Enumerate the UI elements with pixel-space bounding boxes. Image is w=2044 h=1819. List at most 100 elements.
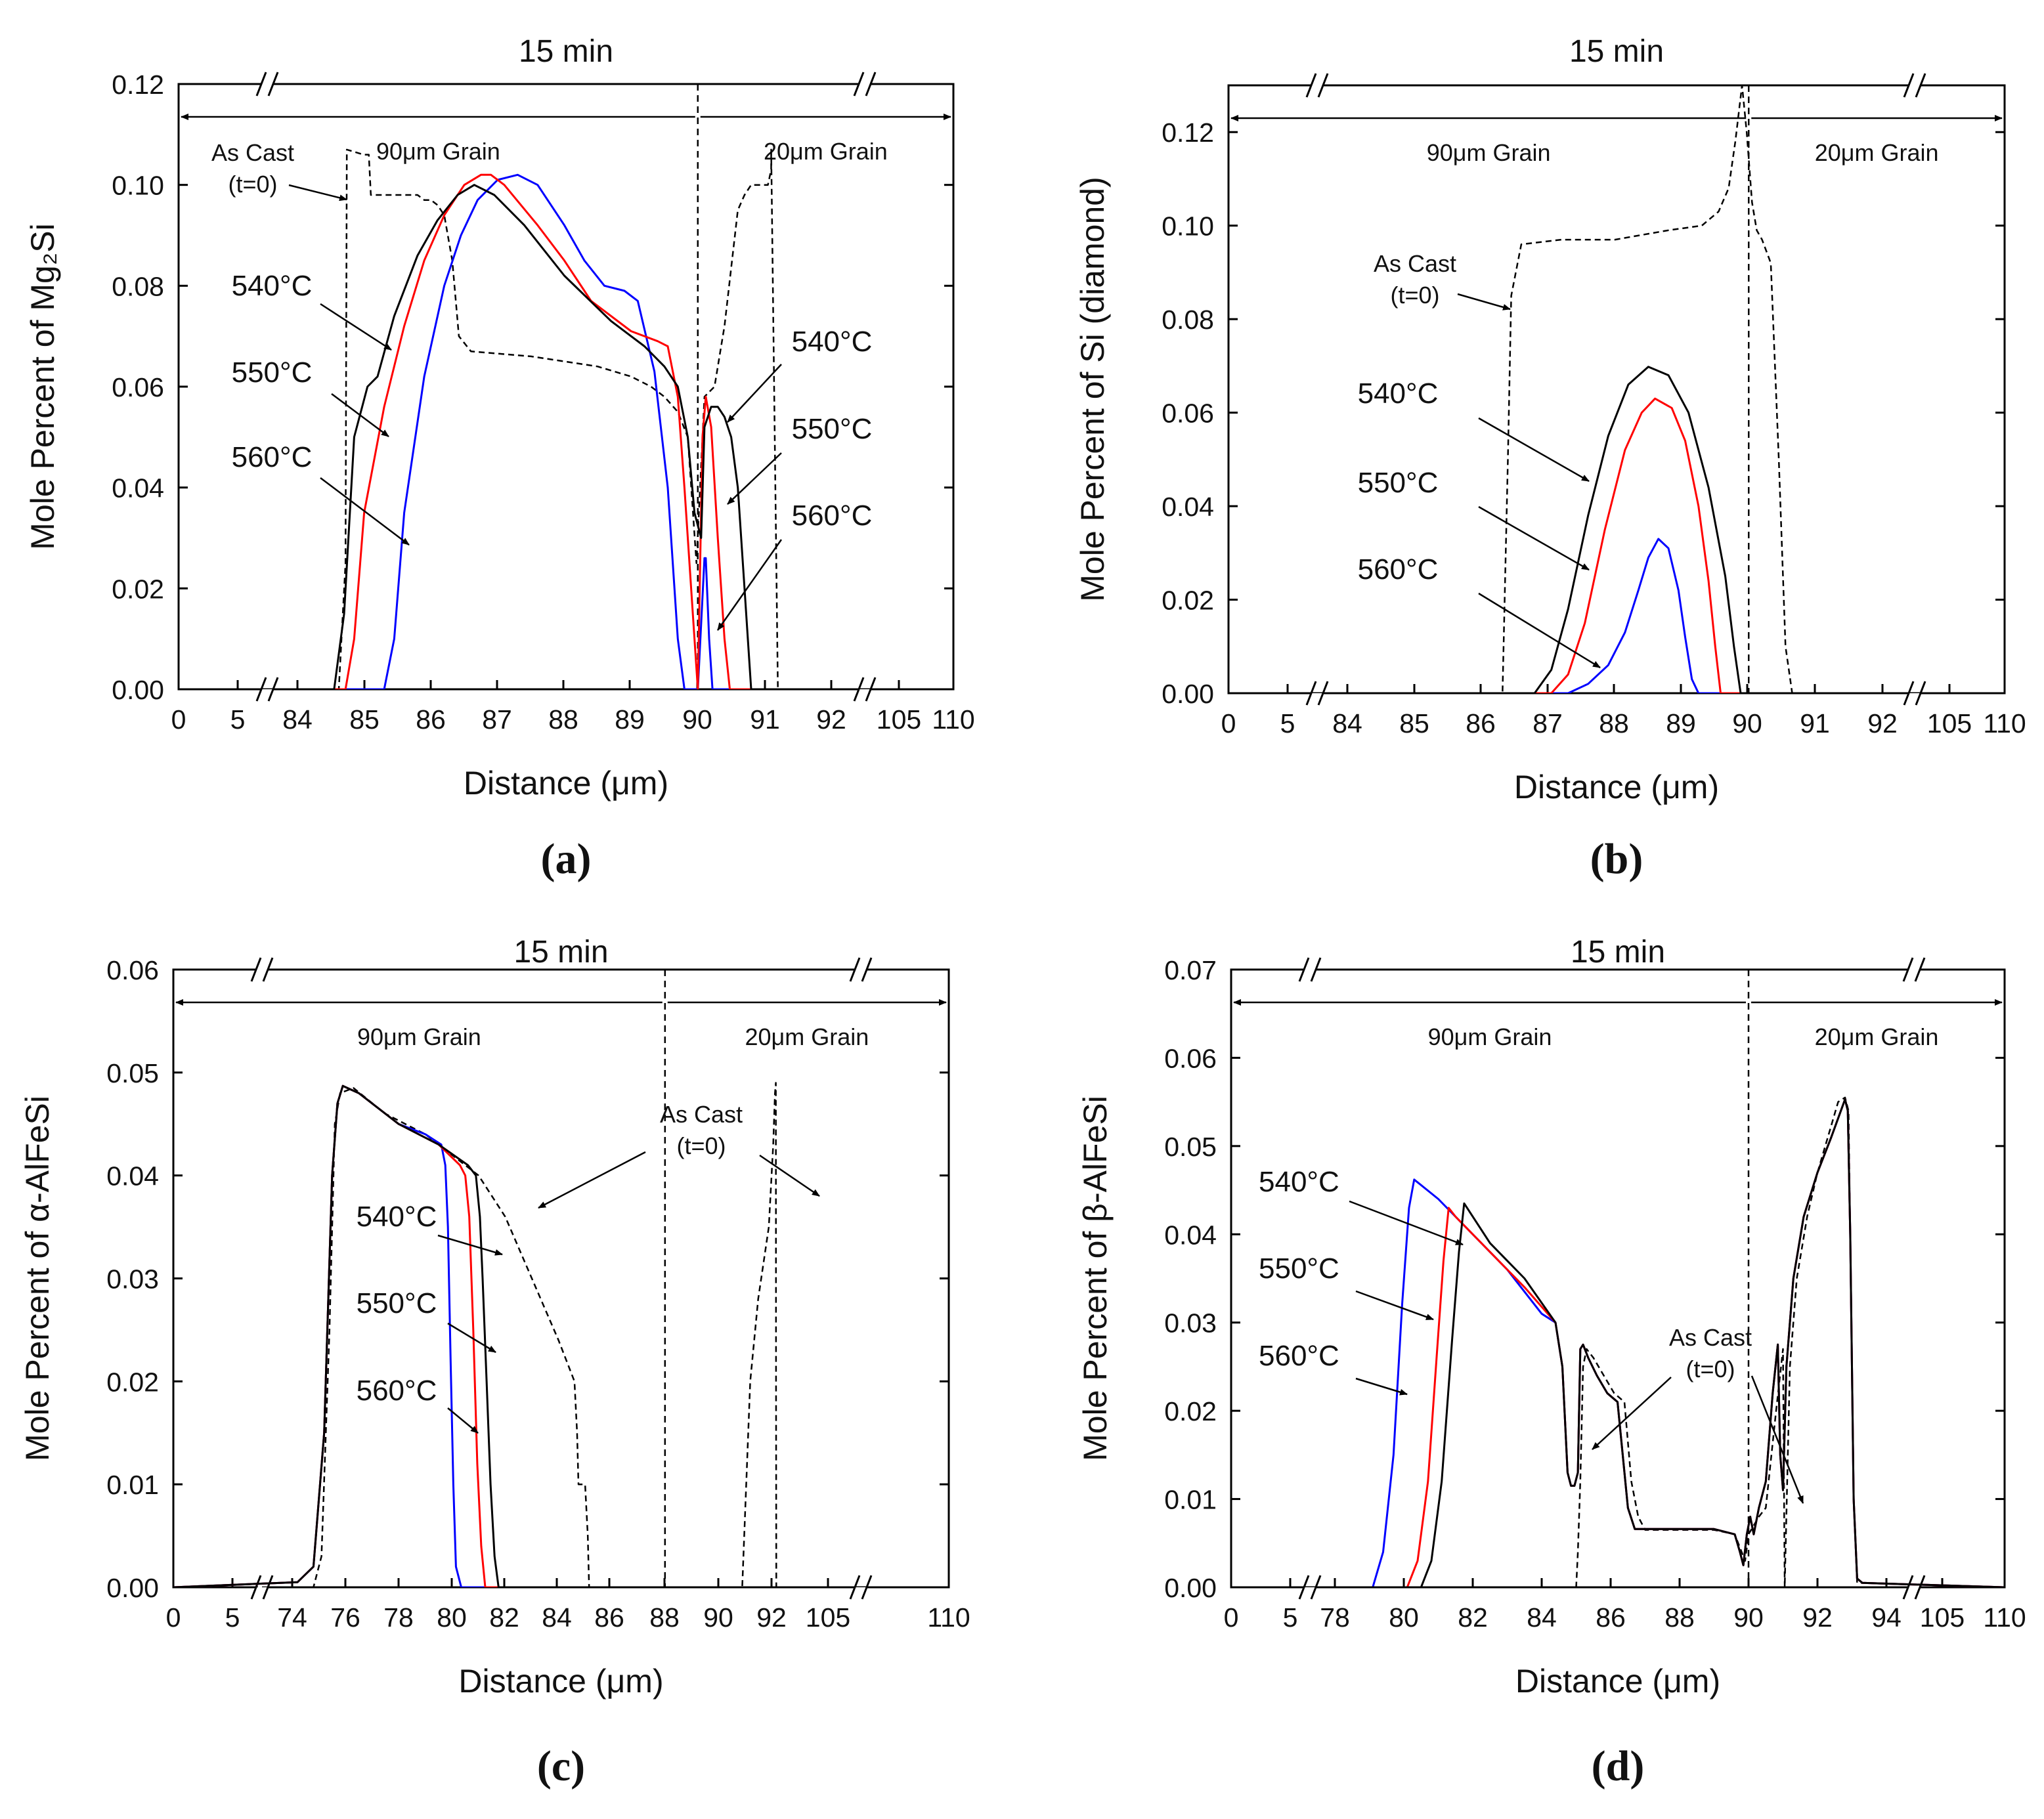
y-tick-label: 0.06 — [106, 955, 159, 985]
y-axis-label: Mole Percent of Si (diamond) — [1074, 177, 1111, 602]
series-line-560c — [173, 1084, 949, 1587]
as-cast-arrow — [1592, 1377, 1672, 1450]
chart-title: 15 min — [1569, 34, 1664, 69]
series-line-550c — [1231, 1098, 2005, 1587]
axis-break-mark — [861, 957, 873, 982]
x-tick-label: 84 — [1527, 1602, 1557, 1633]
as-cast-arrow-2 — [759, 1154, 820, 1197]
y-tick-label: 0.02 — [112, 574, 164, 604]
x-tick-label: 110 — [927, 1602, 970, 1633]
y-tick-label: 0.05 — [1164, 1132, 1217, 1162]
x-tick-label: 94 — [1871, 1602, 1902, 1633]
temp-label-0: 540°C — [357, 1201, 437, 1233]
temp-arrow-2 — [1478, 592, 1601, 669]
panel-caption: (b) — [1590, 835, 1643, 883]
x-tick-label: 91 — [750, 704, 780, 735]
chart-panel-c: 15 min 0.00 0.01 0.02 0.03 0.04 0.05 0.06 0 5 74 76… — [19, 935, 970, 1790]
y-tick-label: 0.12 — [1162, 118, 1214, 148]
series-line-as-cast — [1231, 1096, 2005, 1587]
x-tick-label: 84 — [282, 704, 313, 735]
temp-arrow-2 — [1355, 1377, 1408, 1396]
x-tick-label: 0 — [171, 704, 186, 735]
axis-break-gap — [1909, 81, 1921, 89]
temp-arrow-1 — [331, 393, 389, 438]
temp-arrow-0 — [320, 303, 392, 351]
y-tick-label: 0.10 — [1162, 211, 1214, 242]
x-tick-label: 88 — [1599, 708, 1629, 738]
panel-caption: (d) — [1592, 1742, 1645, 1790]
as-cast-label: As Cast — [1669, 1324, 1752, 1351]
x-tick-label: 105 — [1927, 708, 1972, 738]
x-tick-label: 87 — [1533, 708, 1563, 738]
temp-arrow-0 — [1349, 1200, 1464, 1246]
x-tick-label: 88 — [1664, 1602, 1695, 1633]
x-tick-label: 92 — [1802, 1602, 1833, 1633]
grain-label-20um: 20μm Grain — [1815, 1023, 1939, 1050]
y-axis-label: Mole Percent of Mg₂Si — [24, 223, 61, 549]
x-tick-label: 90 — [703, 1602, 733, 1633]
temp-label-2: 560°C — [232, 441, 313, 473]
temp-label-right-0: 540°C — [792, 326, 873, 358]
temp-label-1: 550°C — [1259, 1252, 1339, 1285]
x-tick-label: 0 — [1224, 1602, 1239, 1633]
axis-break-mark — [1914, 957, 1926, 982]
x-tick-label: 82 — [489, 1602, 519, 1633]
y-tick-label: 0.06 — [112, 372, 164, 402]
y-axis-label: Mole Percent of α-AlFeSi — [19, 1096, 56, 1461]
x-tick-label: 86 — [1596, 1602, 1626, 1633]
x-tick-label: 90 — [1733, 1602, 1764, 1633]
grain-label-20um: 20μm Grain — [764, 138, 888, 165]
x-tick-label: 78 — [1320, 1602, 1350, 1633]
chart-panel-b: 15 min 0.00 0.02 0.04 0.06 0.08 0.10 0.12 0 5 84 85… — [1074, 34, 2026, 883]
temp-arrow-right-0 — [727, 364, 782, 423]
temp-label-0: 540°C — [1259, 1166, 1339, 1198]
as-cast-label: As Cast — [1374, 250, 1456, 277]
series-line-540c — [1229, 366, 2005, 693]
as-cast-arrow-2 — [1750, 1375, 1804, 1504]
x-axis-label: Distance (μm) — [1515, 1663, 1720, 1700]
y-axis-label: Mole Percent of β-AlFeSi — [1077, 1096, 1114, 1461]
temp-arrow-right-1 — [727, 452, 782, 505]
x-tick-label: 92 — [1867, 708, 1898, 738]
y-tick-label: 0.00 — [112, 675, 164, 705]
plot-frame — [1227, 84, 2006, 695]
x-tick-label: 0 — [1221, 708, 1236, 738]
x-tick-label: 76 — [330, 1602, 360, 1633]
plot-frame — [1230, 968, 2006, 1589]
y-tick-label: 0.10 — [112, 171, 164, 201]
x-tick-label: 105 — [1920, 1602, 1965, 1633]
x-tick-label: 90 — [682, 704, 712, 735]
y-tick-label: 0.00 — [1164, 1573, 1217, 1603]
x-tick-label: 110 — [932, 704, 974, 735]
series-line-540c — [1231, 1098, 2005, 1587]
plot-frame — [172, 968, 950, 1589]
x-tick-label: 92 — [756, 1602, 787, 1633]
axis-break-gap — [855, 966, 867, 974]
series-line-560c — [1229, 538, 2005, 693]
as-cast-arrow — [288, 184, 347, 202]
axis-break-mark — [255, 72, 267, 96]
x-tick-label: 5 — [1280, 708, 1295, 738]
y-tick-label: 0.00 — [1162, 679, 1214, 709]
temp-label-0: 540°C — [232, 270, 313, 302]
x-tick-label: 105 — [806, 1602, 850, 1633]
as-cast-arrow — [1457, 293, 1511, 310]
x-tick-label: 80 — [1389, 1602, 1419, 1633]
grain-label-20um: 20μm Grain — [1815, 139, 1939, 166]
y-tick-label: 0.08 — [1162, 305, 1214, 335]
chart-panel-d: 15 min 0.00 0.01 0.02 0.03 0.04 0.05 0.06 0.07 0 5… — [1077, 935, 2026, 1790]
temp-arrow-1 — [1355, 1290, 1434, 1321]
y-tick-label: 0.04 — [1162, 492, 1214, 522]
y-tick-label: 0.04 — [112, 473, 164, 503]
x-axis-label: Distance (μm) — [1514, 769, 1719, 805]
as-cast-arrow — [538, 1151, 646, 1209]
axis-break-mark — [250, 957, 262, 982]
series-line-540c — [179, 184, 953, 689]
grain-label-20um: 20μm Grain — [745, 1023, 869, 1050]
x-tick-label: 88 — [548, 704, 578, 735]
temp-label-1: 550°C — [1358, 467, 1439, 499]
axis-break-mark — [1305, 73, 1317, 98]
x-tick-label: 86 — [1466, 708, 1496, 738]
x-tick-label: 87 — [482, 704, 512, 735]
y-tick-label: 0.02 — [1162, 586, 1214, 616]
